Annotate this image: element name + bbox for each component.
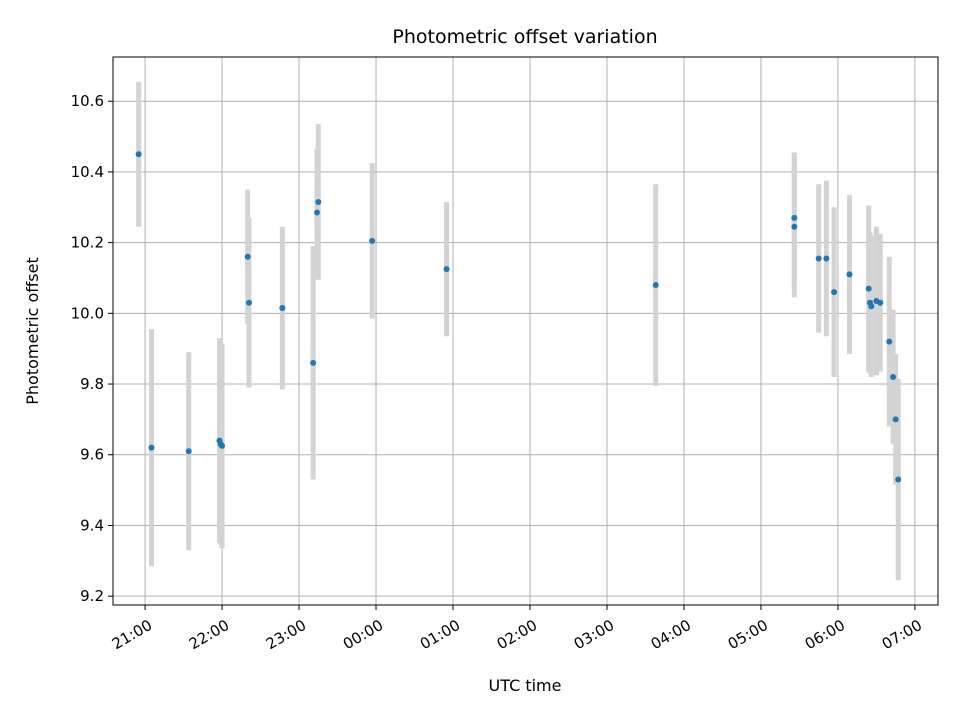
- data-point-11: [315, 198, 322, 205]
- y-tick-label-6: 10.4: [71, 163, 104, 181]
- data-point-25: [877, 299, 884, 306]
- y-tick-label-4: 10.0: [71, 304, 104, 322]
- chart-title: Photometric offset variation: [392, 26, 657, 48]
- grid: [113, 57, 938, 605]
- data-point-8: [279, 305, 286, 312]
- data-point-29: [895, 476, 902, 483]
- y-tick-label-3: 9.8: [80, 375, 104, 393]
- data-point-2: [185, 448, 192, 455]
- data-point-5: [219, 442, 226, 449]
- data-point-15: [791, 214, 798, 221]
- data-points: [135, 151, 902, 483]
- y-axis-label: Photometric offset: [23, 257, 42, 405]
- data-point-12: [369, 237, 376, 244]
- data-point-26: [886, 338, 893, 345]
- y-tick-label-0: 9.2: [80, 587, 104, 605]
- data-point-27: [890, 373, 897, 380]
- data-point-17: [815, 255, 822, 262]
- data-point-20: [846, 271, 853, 278]
- data-point-0: [135, 151, 142, 158]
- data-point-18: [823, 255, 830, 262]
- data-point-16: [791, 223, 798, 230]
- y-tick-label-2: 9.6: [80, 446, 104, 464]
- data-point-1: [148, 444, 155, 451]
- x-axis-label: UTC time: [489, 676, 562, 695]
- data-point-7: [246, 299, 253, 306]
- y-tick-label-5: 10.2: [71, 234, 104, 252]
- y-tick-label-1: 9.4: [80, 516, 104, 534]
- data-point-28: [892, 416, 899, 423]
- data-point-10: [314, 209, 321, 216]
- data-point-14: [652, 282, 659, 289]
- y-tick-label-7: 10.6: [71, 92, 104, 110]
- y-axis-ticks: 9.2 9.4 9.6 9.8 10.0 10.2 10.4 10.6: [71, 92, 113, 605]
- data-point-13: [443, 266, 450, 273]
- data-point-9: [310, 359, 317, 366]
- data-point-6: [244, 253, 251, 260]
- data-point-21: [865, 285, 872, 292]
- data-point-23: [868, 303, 875, 310]
- plot-frame: [112, 56, 939, 606]
- data-point-19: [831, 289, 838, 296]
